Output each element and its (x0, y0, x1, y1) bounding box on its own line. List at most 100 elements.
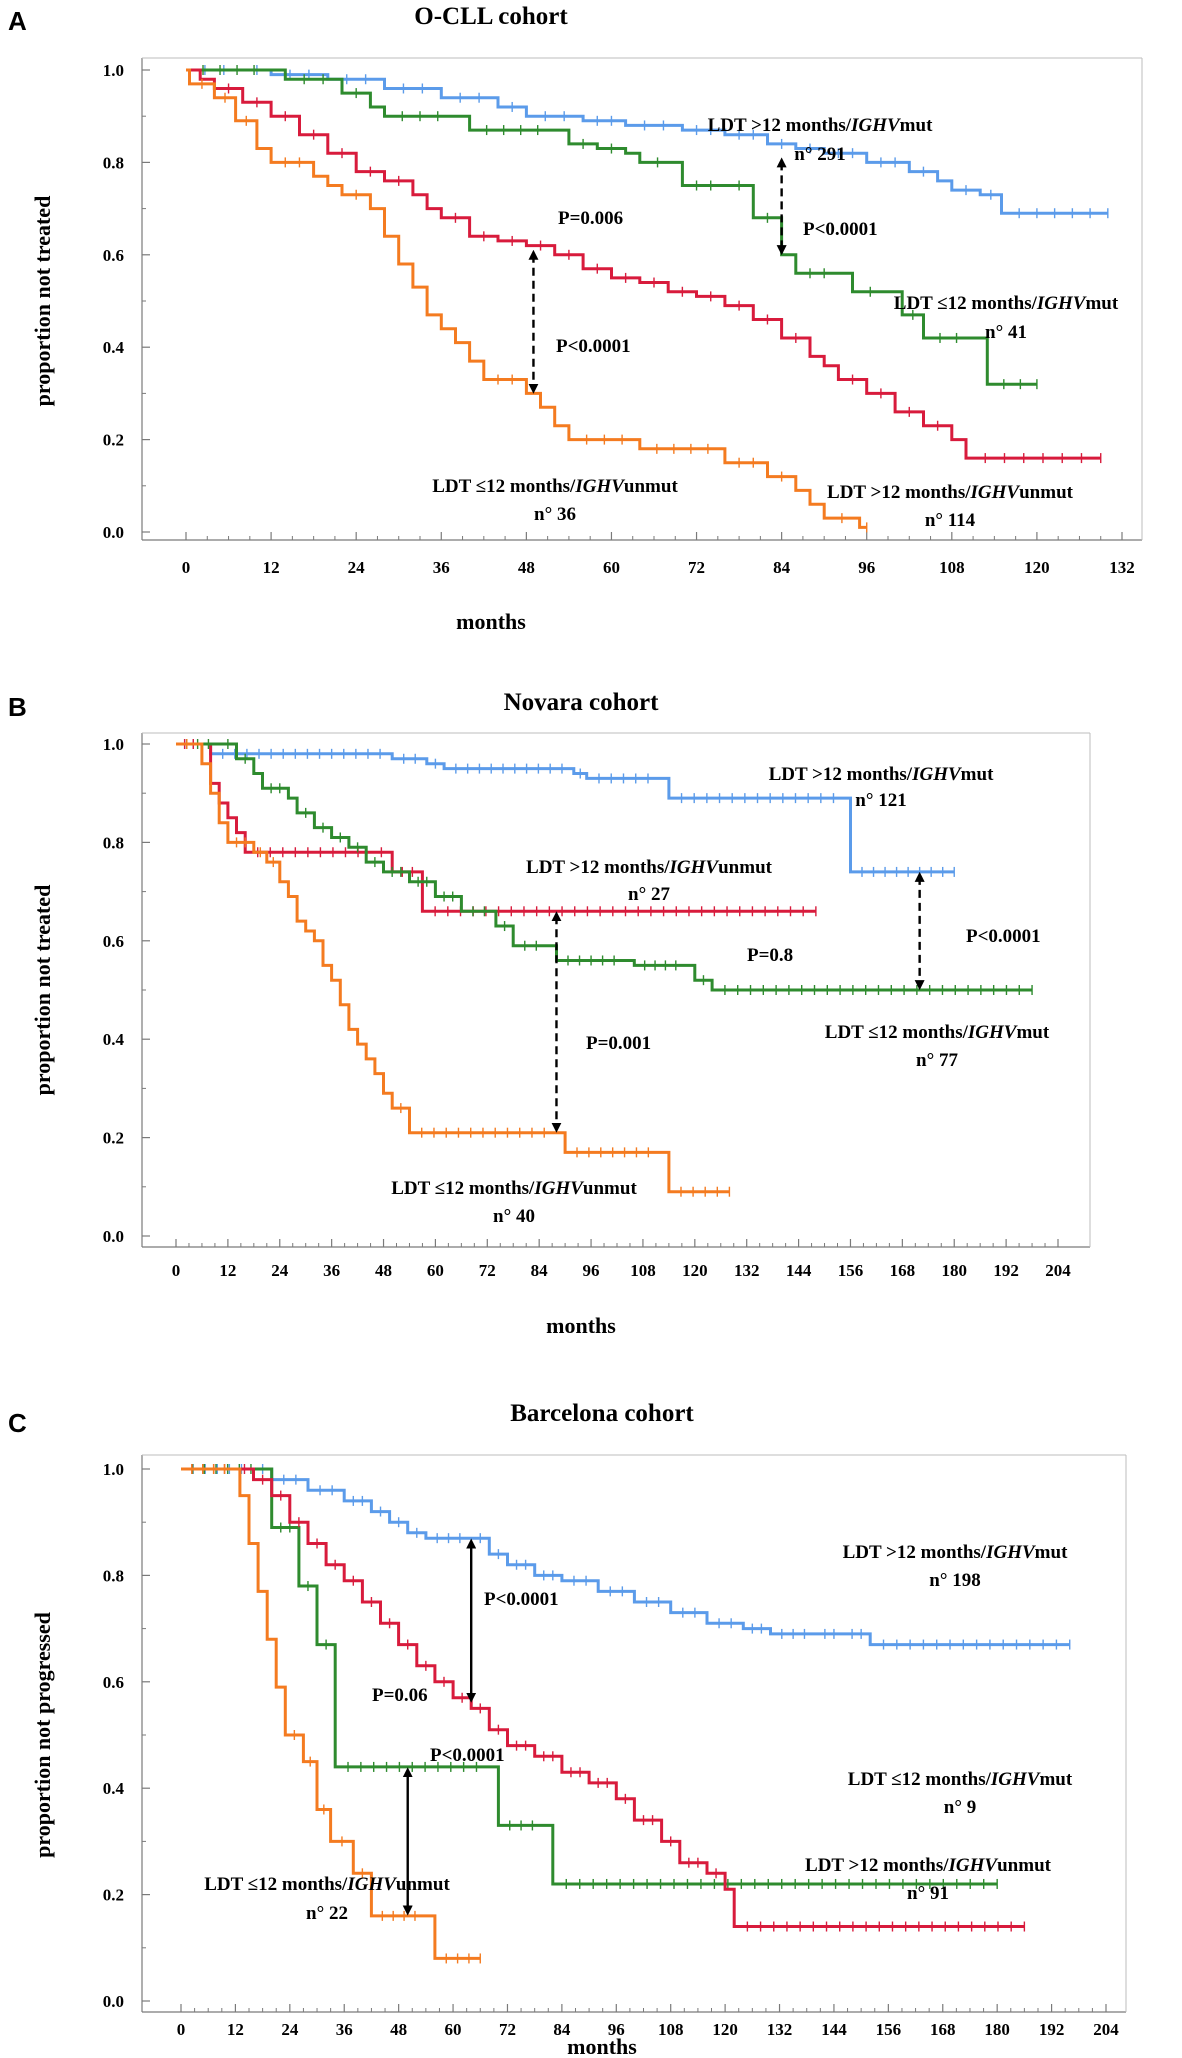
series-n-label: n° 40 (493, 1206, 535, 1227)
x-tick-label: 84 (531, 1261, 549, 1280)
x-tick-label: 108 (658, 2020, 684, 2039)
panel-a: A O-CLL cohort 0.0 0.2 0.4 0.6 0.8 1.0 0 12 24 36 48… (8, 3, 1143, 634)
p-value-label: P<0.0001 (556, 336, 631, 357)
series-n-label: n° 91 (907, 1883, 949, 1904)
x-tick-label: 108 (939, 558, 965, 577)
x-tick-label: 96 (858, 558, 875, 577)
y-tick-label: 0.0 (103, 1227, 124, 1246)
x-tick-label: 0 (182, 558, 191, 577)
series-label: LDT >12 months/IGHVmut (708, 115, 933, 136)
series-line (186, 68, 1108, 215)
x-tick-label: 24 (271, 1261, 289, 1280)
p-value-label: P=0.8 (747, 945, 793, 966)
x-tick-label: 24 (348, 558, 366, 577)
x-tick-label: 144 (821, 2020, 847, 2039)
series-line (176, 742, 730, 1194)
y-axis-label: proportion not progressed (30, 1612, 55, 1858)
y-tick-label: 0.8 (103, 1566, 124, 1585)
y-axis-label: proportion not treated (30, 885, 55, 1096)
x-tick-label: 192 (993, 1261, 1019, 1280)
series-label: LDT >12 months/IGHVunmut (805, 1855, 1052, 1876)
series-label: LDT ≤12 months/IGHVmut (894, 293, 1119, 314)
x-tick-label: 156 (876, 2020, 902, 2039)
x-tick-label: 168 (890, 1261, 916, 1280)
x-tick-label: 132 (767, 2020, 793, 2039)
x-tick-label: 96 (583, 1261, 600, 1280)
x-tick-label: 12 (263, 558, 280, 577)
x-tick-label: 132 (734, 1261, 760, 1280)
p-value-label: P=0.001 (586, 1033, 651, 1054)
series-line (176, 742, 1033, 992)
y-tick-label: 1.0 (103, 735, 124, 754)
series-n-label: n° 27 (628, 884, 670, 905)
x-tick-label: 120 (712, 2020, 738, 2039)
series-n-label: n° 121 (855, 790, 906, 811)
panel-letter: C (8, 1408, 27, 1438)
x-tick-label: 36 (323, 1261, 340, 1280)
x-tick-label: 36 (336, 2020, 353, 2039)
p-value-label: P=0.06 (372, 1685, 428, 1706)
p-value-label: P<0.0001 (430, 1745, 505, 1766)
x-tick-label: 48 (375, 1261, 392, 1280)
x-tick-label: 72 (479, 1261, 496, 1280)
chart-title: O-CLL cohort (414, 3, 568, 30)
x-tick-label: 204 (1045, 1261, 1071, 1280)
y-tick-label: 0.6 (103, 932, 124, 951)
y-tick-label: 0.8 (103, 153, 124, 172)
x-tick-label: 84 (773, 558, 791, 577)
series-line (186, 68, 1101, 460)
panel-b: B Novara cohort 0.0 0.2 0.4 0.6 0.8 1.0 0 12 24 36 4… (8, 689, 1091, 1338)
x-tick-label: 36 (433, 558, 450, 577)
y-tick-label: 0.2 (103, 1129, 124, 1148)
series-label: LDT ≤12 months/IGHVunmut (432, 476, 678, 497)
x-axis-label: months (567, 2034, 637, 2058)
series-n-label: n° 291 (794, 144, 845, 165)
x-tick-label: 120 (682, 1261, 708, 1280)
series-label: LDT ≤12 months/IGHVunmut (391, 1178, 637, 1199)
x-tick-label: 204 (1093, 2020, 1119, 2039)
x-tick-label: 72 (499, 2020, 516, 2039)
series-n-label: n° 9 (944, 1797, 976, 1818)
x-tick-label: 60 (427, 1261, 444, 1280)
y-tick-label: 1.0 (103, 61, 124, 80)
series-n-label: n° 198 (929, 1570, 980, 1591)
panel-letter: B (8, 692, 27, 722)
y-tick-label: 0.6 (103, 1673, 124, 1692)
series-line (186, 68, 867, 529)
x-tick-label: 60 (603, 558, 620, 577)
y-tick-label: 0.0 (103, 1992, 124, 2011)
x-tick-label: 12 (219, 1261, 236, 1280)
x-tick-label: 156 (838, 1261, 864, 1280)
x-axis-label: months (546, 1313, 616, 1338)
x-tick-label: 96 (608, 2020, 625, 2039)
x-tick-label: 0 (177, 2020, 186, 2039)
p-value-label: P<0.0001 (966, 926, 1041, 947)
p-value-label: P=0.006 (558, 208, 623, 229)
y-tick-label: 1.0 (103, 1460, 124, 1479)
y-tick-label: 0.4 (103, 1030, 125, 1049)
series-label: LDT ≤12 months/IGHVmut (848, 1769, 1073, 1790)
x-tick-label: 180 (984, 2020, 1010, 2039)
x-tick-label: 84 (553, 2020, 571, 2039)
y-tick-label: 0.6 (103, 246, 124, 265)
series-label: LDT >12 months/IGHVunmut (526, 857, 773, 878)
y-tick-label: 0.2 (103, 431, 124, 450)
series-label: LDT ≤12 months/IGHVmut (825, 1022, 1050, 1043)
series-label: LDT >12 months/IGHVmut (843, 1542, 1068, 1563)
x-tick-label: 24 (281, 2020, 299, 2039)
y-tick-label: 0.4 (103, 338, 125, 357)
x-tick-label: 108 (630, 1261, 656, 1280)
series-n-label: n° 114 (925, 510, 976, 531)
x-tick-label: 48 (390, 2020, 407, 2039)
x-tick-label: 120 (1024, 558, 1050, 577)
panel-letter: A (8, 6, 27, 36)
x-tick-label: 180 (941, 1261, 967, 1280)
y-tick-label: 0.2 (103, 1886, 124, 1905)
x-tick-label: 0 (172, 1261, 181, 1280)
p-value-label: P<0.0001 (484, 1589, 559, 1610)
x-axis-label: months (456, 609, 526, 634)
x-tick-label: 60 (445, 2020, 462, 2039)
y-tick-label: 0.0 (103, 523, 124, 542)
panel-c: C Barcelona cohort 0.0 0.2 0.4 0.6 0.8 1.0 0 12 24… (8, 1400, 1127, 2058)
